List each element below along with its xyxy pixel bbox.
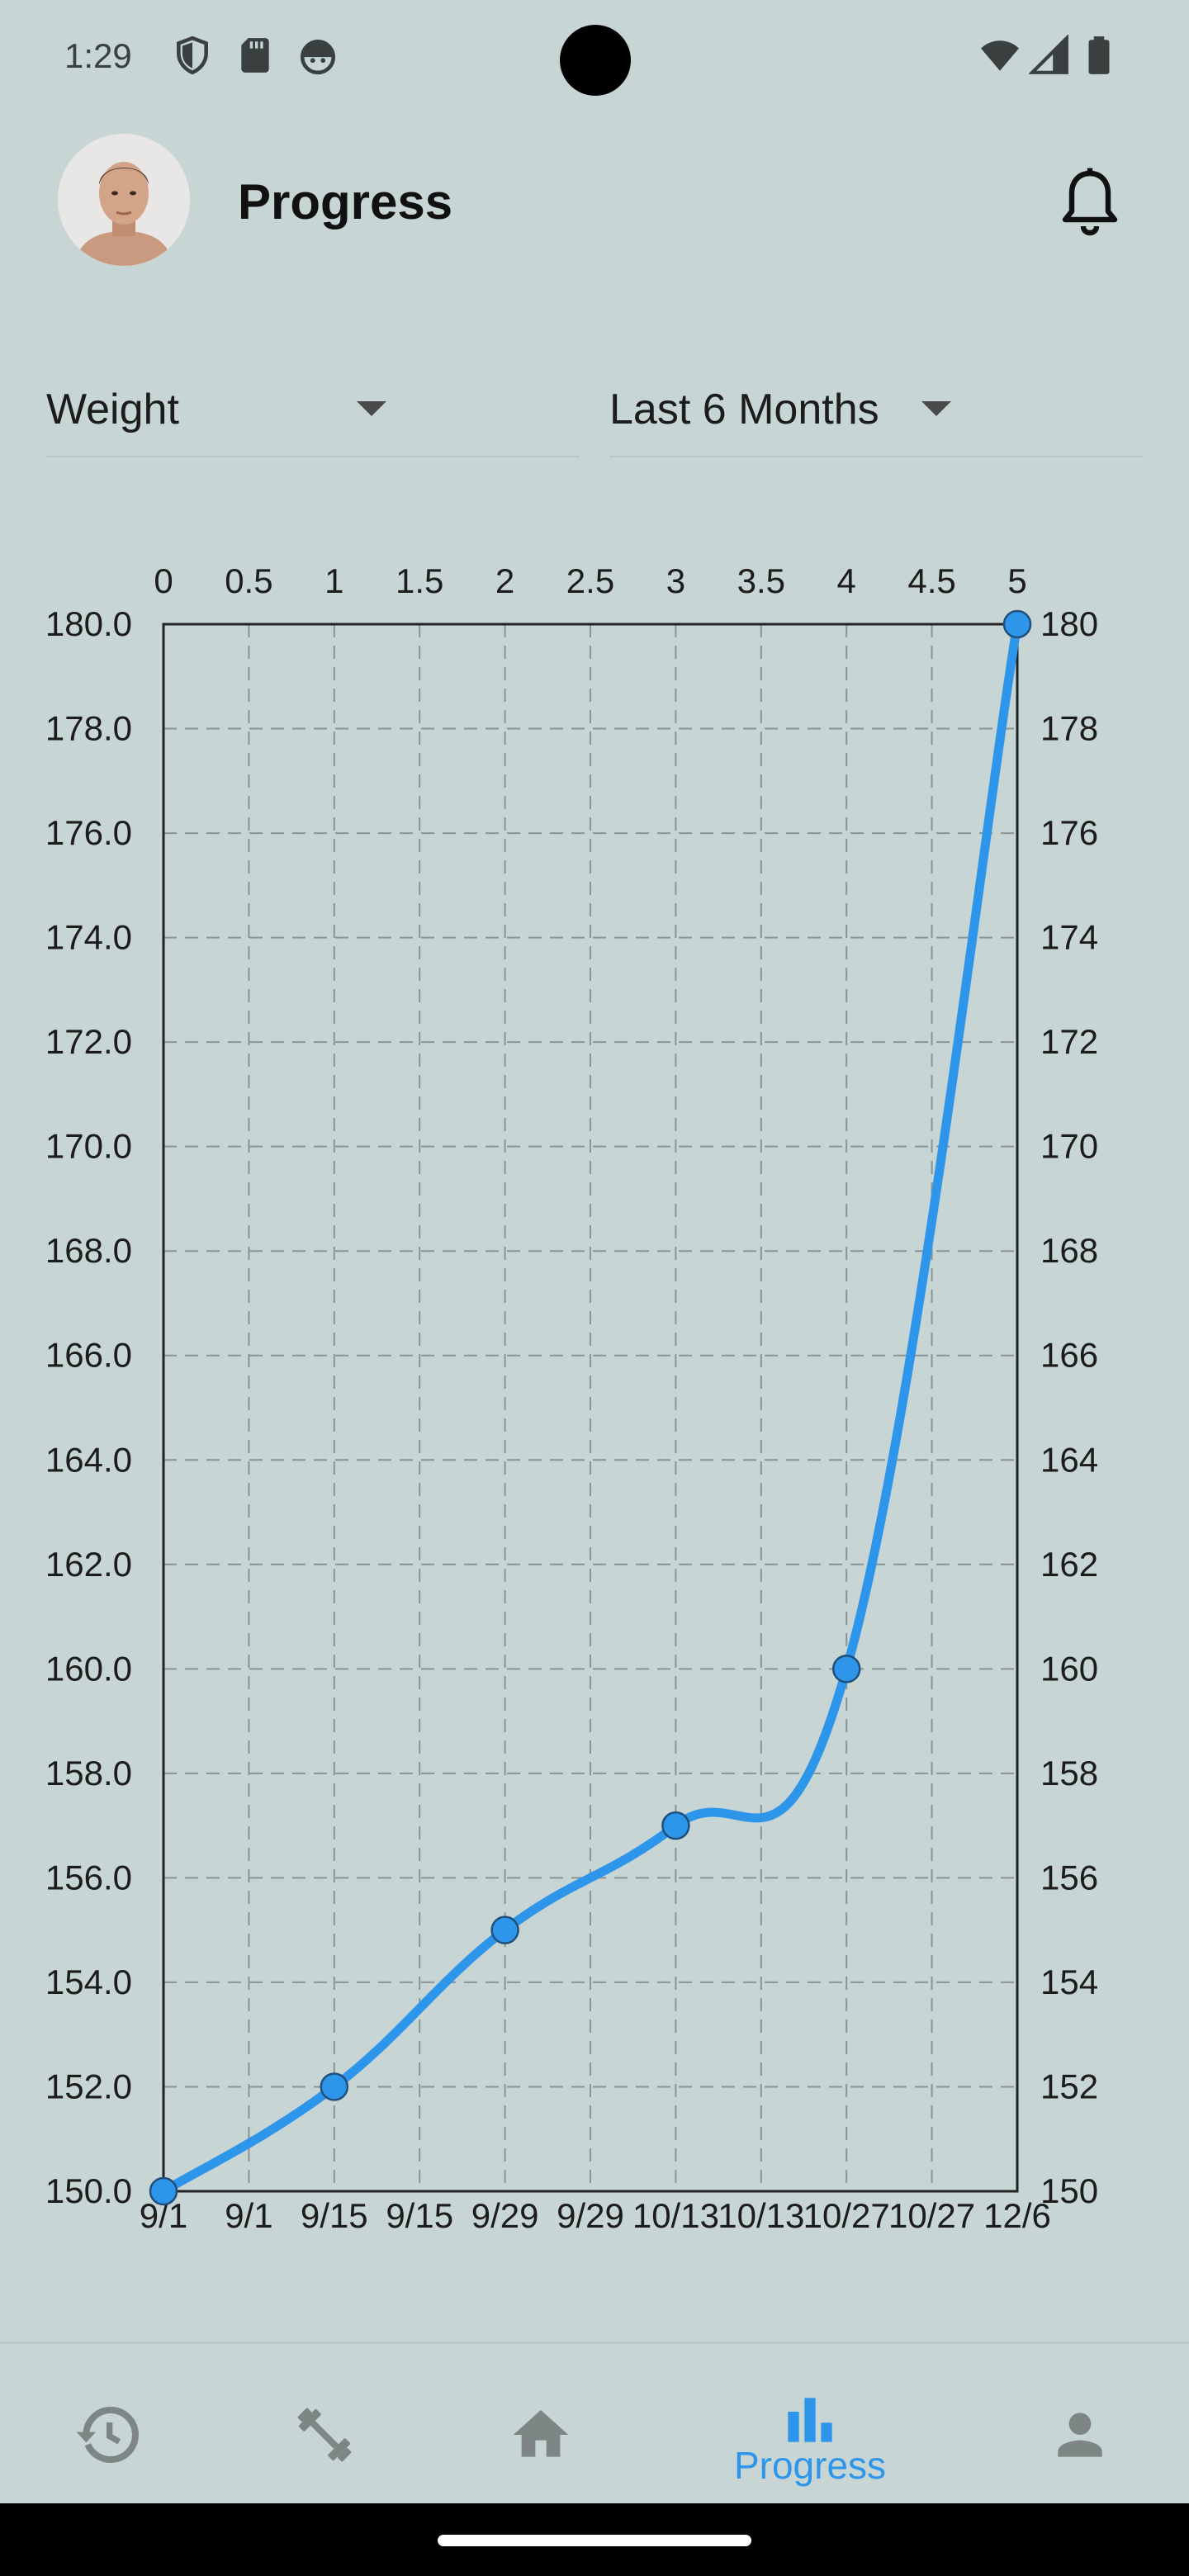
- nav-profile[interactable]: [971, 2344, 1189, 2506]
- left-axis-tick-label: 150.0: [45, 2171, 132, 2210]
- nav-progress[interactable]: Progress: [649, 2344, 971, 2506]
- top-axis-tick-label: 5: [1007, 561, 1026, 600]
- top-axis-tick-label: 0.5: [225, 561, 272, 600]
- right-axis-tick-label: 154: [1040, 1963, 1098, 2001]
- dumbbell-icon: [297, 2408, 352, 2462]
- bottom-axis-tick-label: 10/13: [718, 2196, 804, 2235]
- right-axis-tick-label: 166: [1040, 1336, 1098, 1375]
- right-axis-tick-label: 152: [1040, 2067, 1098, 2105]
- top-axis-tick-label: 3.5: [737, 561, 785, 600]
- bottom-axis-tick-label: 9/15: [386, 2196, 453, 2235]
- right-axis-tick-label: 158: [1040, 1754, 1098, 1792]
- page-title: Progress: [238, 174, 453, 230]
- right-axis-tick-label: 156: [1040, 1858, 1098, 1896]
- bottom-axis-tick-label: 9/29: [557, 2196, 624, 2235]
- bell-icon[interactable]: [1050, 163, 1130, 243]
- left-axis-tick-label: 168.0: [45, 1231, 132, 1270]
- data-point[interactable]: [149, 2176, 178, 2206]
- bottom-axis-tick-label: 10/27: [803, 2196, 890, 2235]
- metric-dropdown[interactable]: Weight: [46, 363, 580, 457]
- nav-progress-label: Progress: [733, 2444, 887, 2487]
- shield-icon: [177, 36, 208, 75]
- right-axis-tick-label: 178: [1040, 709, 1098, 748]
- right-axis-tick-label: 172: [1040, 1022, 1098, 1061]
- wifi-icon: [981, 40, 1019, 71]
- left-axis-tick-label: 172.0: [45, 1022, 132, 1061]
- right-axis-tick-label: 160: [1040, 1649, 1098, 1688]
- left-axis-tick-label: 178.0: [45, 709, 132, 748]
- profile-photo: [58, 134, 190, 266]
- right-axis-tick-label: 176: [1040, 813, 1098, 852]
- status-bar: 1:29: [0, 0, 1189, 124]
- bottom-navigation: Progress: [0, 2342, 1189, 2506]
- status-time: 1:29: [64, 36, 132, 75]
- chevron-down-icon: [357, 401, 386, 416]
- left-axis-tick-label: 152.0: [45, 2067, 132, 2105]
- top-axis-tick-label: 1.5: [396, 561, 443, 600]
- plot-frame: [162, 623, 1019, 2193]
- right-axis-tick-label: 150: [1040, 2171, 1098, 2210]
- left-axis-tick-label: 154.0: [45, 1963, 132, 2001]
- left-axis-tick-label: 174.0: [45, 918, 132, 957]
- right-axis-tick-label: 162: [1040, 1545, 1098, 1584]
- left-axis-tick-label: 166.0: [45, 1336, 132, 1375]
- metric-dropdown-value: Weight: [46, 386, 179, 433]
- top-axis-tick-label: 2.5: [566, 561, 614, 600]
- top-axis-tick-label: 1: [324, 561, 343, 600]
- top-axis-tick-label: 4: [837, 561, 856, 600]
- top-axis-tick-label: 3: [666, 561, 685, 600]
- right-axis-tick-label: 174: [1040, 918, 1098, 957]
- home-icon: [513, 2410, 569, 2457]
- android-icon: [300, 40, 336, 75]
- left-axis-tick-label: 160.0: [45, 1649, 132, 1688]
- battery-icon: [1088, 36, 1110, 74]
- bottom-axis-tick-label: 9/1: [225, 2196, 272, 2235]
- bottom-axis-tick-label: 9/15: [301, 2196, 368, 2235]
- right-axis-tick-label: 170: [1040, 1127, 1098, 1166]
- sd-card-icon: [241, 38, 269, 73]
- person-icon: [1058, 2413, 1102, 2457]
- left-axis-tick-label: 164.0: [45, 1440, 132, 1479]
- home-gesture-pill[interactable]: [438, 2535, 751, 2546]
- bar-chart-icon: [788, 2398, 832, 2442]
- right-axis-tick-label: 168: [1040, 1231, 1098, 1270]
- nav-history[interactable]: [0, 2344, 216, 2506]
- weight-series-line: [159, 619, 1022, 2196]
- avatar[interactable]: [58, 134, 190, 266]
- bottom-axis-tick-label: 12/6: [983, 2196, 1051, 2235]
- data-point[interactable]: [831, 1655, 861, 1683]
- history-icon: [76, 2407, 139, 2463]
- camera-cutout: [560, 25, 631, 96]
- right-axis-tick-label: 180: [1040, 604, 1098, 643]
- data-point[interactable]: [661, 1811, 690, 1840]
- range-dropdown-value: Last 6 Months: [609, 386, 879, 433]
- left-axis-tick-label: 162.0: [45, 1545, 132, 1584]
- bottom-axis-tick-label: 10/13: [632, 2196, 719, 2235]
- weight-line-chart: 0 0.5 1 1.5 2 2.5 3 3.5 4 4.5 59/1 9/1 9/15 9/15 9/29 9…: [45, 561, 1098, 2235]
- signal-icon: [1029, 35, 1068, 74]
- left-axis-tick-label: 156.0: [45, 1858, 132, 1896]
- range-dropdown[interactable]: Last 6 Months: [609, 363, 1143, 457]
- bottom-axis-tick-label: 10/27: [888, 2196, 975, 2235]
- data-point[interactable]: [320, 2072, 349, 2101]
- left-axis-tick-label: 180.0: [45, 604, 132, 643]
- data-point[interactable]: [490, 1915, 519, 1944]
- top-axis-tick-label: 2: [495, 561, 514, 600]
- top-axis-tick-label: 4.5: [907, 561, 955, 600]
- right-axis-tick-label: 164: [1040, 1440, 1098, 1479]
- left-axis-tick-label: 158.0: [45, 1754, 132, 1792]
- left-axis-tick-label: 170.0: [45, 1127, 132, 1166]
- nav-workouts[interactable]: [216, 2344, 433, 2506]
- data-point[interactable]: [1002, 609, 1032, 639]
- bottom-axis-tick-label: 9/29: [471, 2196, 539, 2235]
- nav-home[interactable]: [433, 2344, 649, 2506]
- left-axis-tick-label: 176.0: [45, 813, 132, 852]
- chevron-down-icon: [921, 401, 951, 416]
- top-axis-tick-label: 0: [154, 561, 173, 600]
